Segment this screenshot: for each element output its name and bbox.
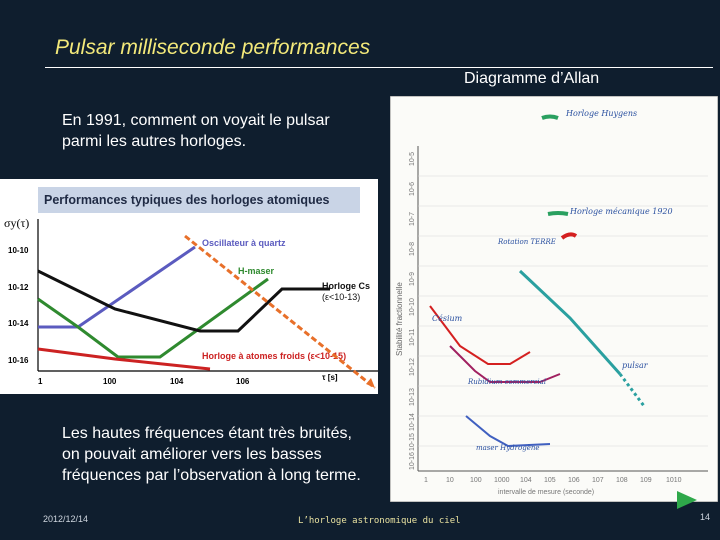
allan-x-tick: 109	[640, 477, 652, 484]
pulsar-label: pulsar	[622, 361, 649, 370]
allan-y-tick: 10-10	[409, 298, 416, 316]
y-tick-14: 10-14	[8, 319, 29, 328]
y-tick-12: 10-12	[8, 283, 29, 292]
cold-atoms-label: Horloge à atomes froids (ε<10-15)	[202, 351, 346, 361]
allan-x-axis-label: intervalle de mesure (seconde)	[498, 489, 594, 496]
huygens-curve	[541, 114, 559, 120]
allan-y-tick: 10-13	[409, 388, 416, 406]
cesium-allan-label: Césium	[432, 314, 463, 323]
page-number: 14	[700, 512, 711, 522]
allan-diagram-figure: Stabilité fractionnelle 10-5 10-6 10-7 1…	[390, 96, 718, 502]
paragraph-1991: En 1991, comment on voyait le pulsar par…	[62, 112, 330, 150]
paragraph-high-frequency: Les hautes fréquences étant très bruités…	[62, 425, 361, 484]
huygens-label: Horloge Huygens	[565, 109, 637, 118]
x-tick-100: 100	[103, 377, 117, 386]
pulsar-curve	[518, 269, 622, 375]
allan-y-axis-label: Stabilité fractionnelle	[395, 282, 404, 356]
cesium-label: Horloge Cs	[322, 281, 370, 291]
allan-x-tick: 100	[470, 477, 482, 484]
x-tick-104: 104	[170, 377, 184, 386]
allan-y-tick: 10-8	[409, 242, 416, 256]
allan-y-tick: 10-7	[409, 212, 416, 226]
footer-title: L’horloge astronomique du ciel	[298, 516, 461, 526]
play-button-icon[interactable]	[676, 490, 698, 510]
cesium-accuracy: (ε<10-13)	[322, 292, 360, 302]
figure-title: Performances typiques des horloges atomi…	[44, 193, 330, 207]
allan-x-tick: 107	[592, 477, 604, 484]
slide-title: Pulsar milliseconde performances	[55, 36, 371, 59]
y-tick-16: 10-16	[8, 356, 29, 365]
allan-x-tick: 1	[424, 477, 428, 484]
mecanique-curve	[547, 211, 569, 216]
allan-x-tick: 104	[520, 477, 532, 484]
allan-x-tick: 1010	[666, 477, 682, 484]
pulsar-extrapolation	[618, 373, 646, 407]
allan-x-tick: 105	[544, 477, 556, 484]
quartz-label: Oscillateur à quartz	[202, 238, 286, 248]
allan-x-tick: 10	[446, 477, 454, 484]
x-tick-1: 1	[38, 377, 43, 386]
title-divider	[45, 67, 713, 68]
y-axis-label: σy(τ)	[4, 216, 29, 230]
allan-background	[390, 96, 718, 502]
x-axis-label: τ [s]	[322, 373, 338, 382]
rubidium-label: Rubidium commercial	[467, 378, 546, 386]
hmaser-label: H-maser	[238, 266, 275, 276]
rubidium-curve	[449, 345, 561, 383]
allan-y-tick: 10-16	[409, 452, 416, 470]
mecanique-label: Horloge mécanique 1920	[569, 207, 673, 216]
allan-y-tick: 10-14	[409, 413, 416, 431]
allan-y-tick: 10-12	[409, 358, 416, 376]
cold-atoms-curve	[37, 347, 211, 371]
allan-y-tick: 10-6	[409, 182, 416, 196]
cesium-allan-curve	[429, 305, 531, 365]
figure-title-band	[38, 187, 360, 213]
y-tick-10: 10-10	[8, 246, 29, 255]
terre-curve	[560, 232, 578, 240]
x-tick-106: 106	[236, 377, 250, 386]
allan-diagram-label: Diagramme d’Allan	[464, 70, 600, 87]
allan-y-tick: 10-11	[409, 329, 416, 346]
allan-x-tick: 108	[616, 477, 628, 484]
maser-curve	[465, 415, 551, 448]
allan-y-tick: 10-5	[409, 152, 416, 166]
atomic-clocks-figure: Performances typiques des horloges atomi…	[0, 179, 378, 394]
terre-label: Rotation TERRE	[497, 238, 556, 246]
maser-label: maser Hydrogène	[476, 444, 540, 452]
allan-y-tick: 10-9	[409, 272, 416, 286]
allan-x-tick: 1000	[494, 477, 510, 484]
footer-date: 2012/12/14	[43, 514, 89, 524]
allan-x-tick: 106	[568, 477, 580, 484]
allan-y-tick: 10-15	[409, 433, 416, 451]
